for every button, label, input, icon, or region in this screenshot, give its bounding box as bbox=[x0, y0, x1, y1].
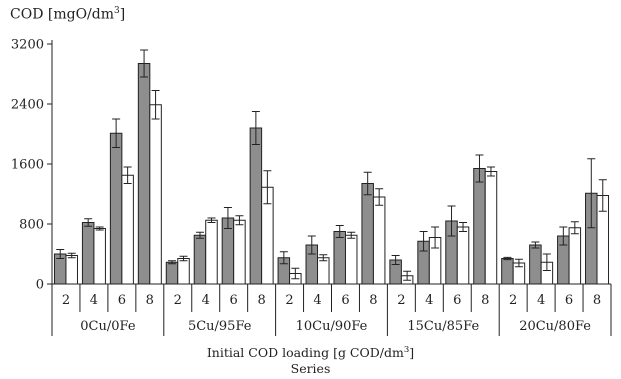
y-axis-title-text: COD [mgO/dm bbox=[10, 6, 114, 23]
y-axis-title-end: ] bbox=[119, 6, 126, 23]
x-axis-subtitle: Series bbox=[290, 361, 331, 376]
bar-grey bbox=[501, 258, 514, 285]
group-label: 0Cu/0Fe bbox=[80, 319, 136, 334]
x-tick-label: 8 bbox=[257, 293, 265, 308]
group-label: 5Cu/95Fe bbox=[188, 319, 252, 334]
bar-white bbox=[65, 255, 78, 285]
group-label: 10Cu/90Fe bbox=[296, 319, 368, 334]
x-tick-label: 6 bbox=[118, 293, 126, 308]
group-label: 20Cu/80Fe bbox=[519, 319, 591, 334]
y-tick-label: 3200 bbox=[11, 38, 44, 53]
x-tick-label: 6 bbox=[565, 293, 573, 308]
bar-grey bbox=[333, 231, 346, 285]
bar-white bbox=[456, 226, 470, 285]
y-tick-label: 2400 bbox=[11, 98, 44, 113]
x-tick-label: 6 bbox=[341, 293, 349, 308]
x-tick-label: 2 bbox=[509, 293, 517, 308]
bar-grey bbox=[361, 183, 374, 285]
group-label: 15Cu/85Fe bbox=[407, 319, 479, 334]
bar-grey bbox=[165, 261, 179, 285]
x-axis-title: Initial COD loading [g COD/dm3] bbox=[0, 345, 621, 360]
y-tick-label: 800 bbox=[19, 218, 44, 233]
bar-white bbox=[372, 196, 386, 285]
x-axis-title-end: ] bbox=[409, 345, 415, 361]
x-tick-label: 2 bbox=[174, 293, 182, 308]
bar-white bbox=[149, 104, 162, 285]
x-tick-label: 8 bbox=[369, 293, 377, 308]
x-tick-label: 2 bbox=[62, 293, 70, 308]
x-tick-label: 4 bbox=[537, 293, 545, 308]
bar-grey bbox=[529, 244, 542, 285]
bar-white bbox=[317, 257, 330, 285]
bar-grey bbox=[109, 132, 123, 285]
bar-white bbox=[233, 219, 246, 285]
bar-white bbox=[93, 228, 106, 285]
bar-white bbox=[205, 219, 218, 285]
bar-grey bbox=[249, 127, 263, 285]
x-axis-title-sup: 3 bbox=[403, 345, 410, 355]
x-tick-label: 2 bbox=[397, 293, 405, 308]
bar-grey bbox=[137, 63, 151, 285]
y-axis-title: COD [mgO/dm3] bbox=[10, 6, 125, 23]
bar-grey bbox=[81, 222, 95, 285]
y-axis-title-sup: 3 bbox=[114, 6, 120, 16]
bar-white bbox=[177, 258, 190, 285]
x-tick-label: 8 bbox=[146, 293, 154, 308]
bar-grey bbox=[193, 234, 207, 285]
bar-grey bbox=[473, 168, 486, 285]
x-tick-label: 4 bbox=[425, 293, 433, 308]
x-tick-label: 4 bbox=[202, 293, 210, 308]
x-tick-label: 2 bbox=[285, 293, 293, 308]
x-tick-label: 8 bbox=[593, 293, 601, 308]
bar-white bbox=[344, 234, 358, 285]
x-axis-title-text: Initial COD loading [g COD/dm bbox=[206, 345, 404, 361]
x-tick-label: 6 bbox=[453, 293, 461, 308]
bar-white bbox=[484, 171, 498, 285]
x-tick-label: 4 bbox=[313, 293, 321, 308]
x-tick-label: 4 bbox=[90, 293, 98, 308]
y-tick-label: 0 bbox=[36, 278, 44, 293]
x-tick-label: 6 bbox=[230, 293, 238, 308]
bar-white bbox=[121, 174, 134, 285]
x-tick-label: 8 bbox=[481, 293, 489, 308]
bar-white bbox=[568, 227, 582, 285]
y-tick-label: 1600 bbox=[11, 158, 44, 173]
